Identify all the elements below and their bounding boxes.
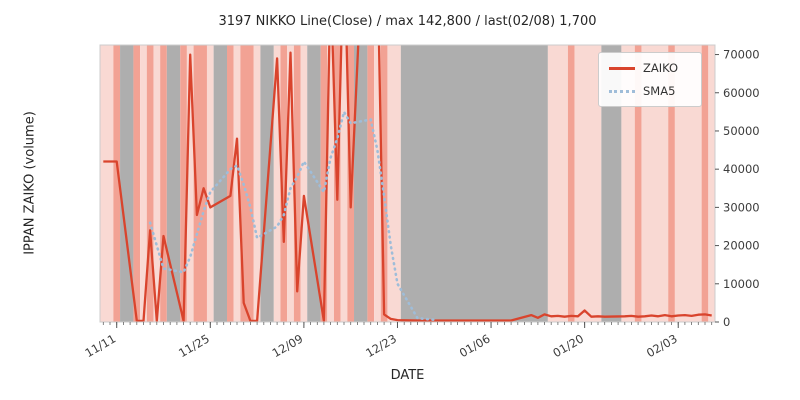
background-band-pink [100,45,114,322]
background-band-pink [708,45,715,322]
background-band-salmon [567,45,575,322]
y-tick-label: 60000 [723,86,760,100]
background-band-pink [153,45,161,322]
background-band-salmon [193,45,207,322]
y-tick-label: 30000 [723,200,760,214]
background-band-gray [354,45,368,322]
y-axis-label: IPPAN ZAIKO (volume) [22,111,38,255]
x-tick-label: 02/03 [644,331,680,360]
background-band-pink [140,45,147,322]
sma5-line-sample [609,89,635,93]
background-band-pink [233,45,241,322]
background-band-salmon [180,45,187,322]
x-tick-label: 12/23 [363,331,399,360]
background-band-pink [387,45,401,322]
y-tick-label: 10000 [723,277,760,291]
y-tick-label: 40000 [723,162,760,176]
chart-title: 3197 NIKKO Line(Close) / max 142,800 / l… [218,14,597,29]
background-band-gray [213,45,228,322]
x-axis-label: DATE [390,368,425,383]
zaiko-line-sample [609,66,635,70]
background-band-salmon [240,45,254,322]
legend-item-sma5: SMA5 [609,84,691,98]
legend-label-sma5: SMA5 [643,84,676,98]
background-band-salmon [380,45,388,322]
legend: ZAIKO SMA5 [598,52,702,107]
background-band-pink [186,45,194,322]
x-tick-label: 01/20 [550,331,586,360]
background-band-pink [273,45,281,322]
background-band-salmon [113,45,121,322]
background-band-gray [166,45,181,322]
legend-item-zaiko: ZAIKO [609,61,691,75]
background-band-salmon [320,45,328,322]
background-band-salmon [133,45,141,322]
background-band-pink [547,45,568,322]
x-tick-label: 12/09 [270,331,306,360]
background-band-pink [374,45,381,322]
background-band-salmon [701,45,709,322]
background-band-pink [327,45,334,322]
series-line-sma5 [148,110,439,322]
background-band-pink [253,45,261,322]
series-line-zaiko [103,45,712,323]
background-band-gray [601,45,622,322]
background-band-salmon [634,45,642,322]
background-band-gray [120,45,134,322]
y-tick-label: 50000 [723,124,760,138]
background-band-gray [307,45,321,322]
x-tick-label: 11/25 [176,331,212,360]
background-band-pink [574,45,602,322]
background-band-pink [206,45,214,322]
background-band-salmon [227,45,234,322]
background-band-pink [340,45,348,322]
background-band-salmon [146,45,154,322]
x-tick-label: 11/11 [82,331,118,360]
plot-border [99,44,716,323]
y-tick-label: 70000 [723,48,760,62]
y-tick-label: 0 [723,315,730,329]
background-band-gray [400,45,548,322]
background-band-pink [287,45,294,322]
background-band-salmon [293,45,301,322]
background-band-salmon [668,45,675,322]
background-band-salmon [367,45,375,322]
x-tick-label: 01/06 [457,331,493,360]
background-band-pink [621,45,635,322]
y-tick-label: 20000 [723,239,760,253]
background-band-pink [300,45,308,322]
legend-label-zaiko: ZAIKO [643,61,679,75]
background-band-salmon [160,45,167,322]
background-band-salmon [280,45,288,322]
